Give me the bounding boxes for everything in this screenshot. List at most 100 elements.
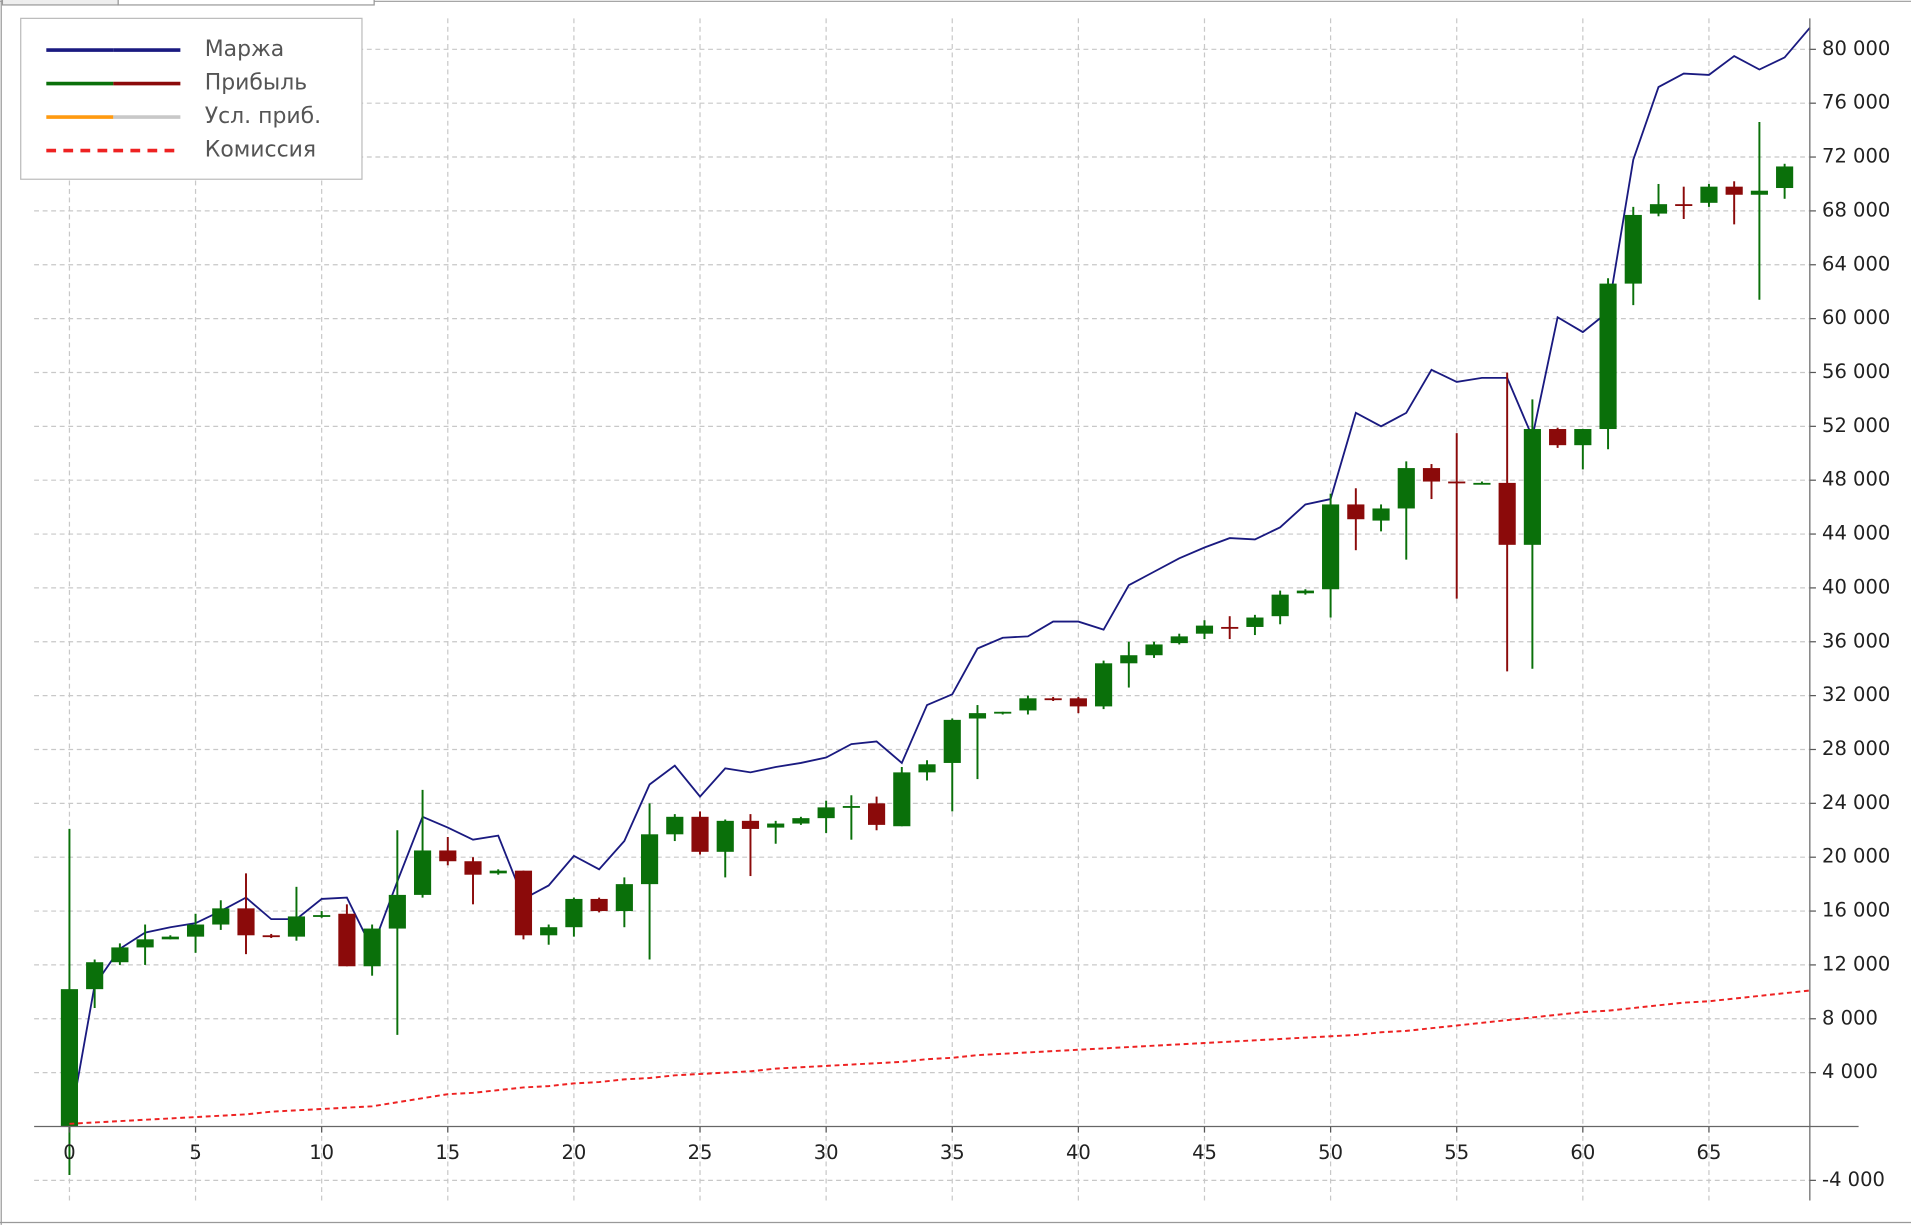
y-tick-label: 76 000	[1822, 91, 1890, 114]
y-tick-label: 36 000	[1822, 629, 1890, 652]
legend-label: Усл. приб.	[205, 104, 321, 129]
candle-body	[1246, 617, 1264, 627]
candle-body	[514, 870, 533, 936]
candle-body	[212, 908, 230, 925]
y-tick-label: 16 000	[1822, 899, 1890, 922]
candle-body	[1120, 655, 1138, 664]
tab[interactable]	[117, 0, 375, 6]
x-tick-label: 5	[189, 1141, 201, 1164]
x-tick-label: 20	[561, 1141, 586, 1164]
candle-body	[1549, 429, 1567, 446]
candle-body	[767, 823, 785, 828]
candle-body	[136, 939, 154, 948]
candle-body	[1372, 508, 1390, 521]
legend-box	[20, 17, 363, 180]
x-tick-label: 55	[1444, 1141, 1469, 1164]
plot-area	[60, 27, 1811, 1175]
y-tick-label: 40 000	[1822, 575, 1890, 598]
line	[69, 989, 1810, 1125]
tab[interactable]	[1, 0, 119, 6]
candle-body	[186, 924, 205, 937]
y-tick-label: 72 000	[1822, 145, 1890, 168]
candle-body	[615, 884, 633, 912]
candle-body	[792, 818, 810, 824]
y-tick-label: -4 000	[1822, 1168, 1885, 1191]
x-tick-label: 60	[1570, 1141, 1595, 1164]
candle-body	[1448, 481, 1466, 484]
grid	[34, 18, 1810, 1201]
candle-body	[1700, 186, 1718, 203]
candle-body	[817, 807, 835, 819]
x-tick-label: 40	[1066, 1141, 1091, 1164]
candle-body	[1498, 482, 1516, 545]
x-tick-label: 45	[1192, 1141, 1217, 1164]
candle-body	[1750, 190, 1768, 195]
candle-body	[60, 989, 79, 1127]
candle-body	[1170, 636, 1188, 644]
candle-body	[1776, 166, 1794, 189]
candle-body	[1145, 644, 1163, 656]
candle-body	[1069, 698, 1087, 707]
candle-body	[691, 816, 709, 852]
legend: Маржа Прибыль Усл. приб. Комиссия	[20, 17, 363, 180]
candle-body	[489, 870, 507, 874]
candle-body	[590, 898, 608, 912]
candle-body	[943, 719, 961, 763]
legend-label: Комиссия	[205, 138, 316, 163]
candle-body	[287, 916, 306, 937]
candle-body	[540, 927, 558, 936]
candle-body	[1322, 504, 1340, 590]
y-tick-label: 56 000	[1822, 360, 1890, 383]
candle-body	[1624, 214, 1642, 284]
candle-body	[1574, 429, 1592, 446]
candle-body	[640, 834, 659, 885]
x-tick-label: 35	[940, 1141, 965, 1164]
x-tick-label: 50	[1318, 1141, 1343, 1164]
x-tick-label: 15	[435, 1141, 460, 1164]
candle-body	[111, 947, 129, 963]
y-tick-label: 52 000	[1822, 414, 1890, 437]
candle-body	[968, 713, 987, 719]
candle-body	[1599, 283, 1617, 430]
x-tick-label: 30	[814, 1141, 839, 1164]
candle-body	[1397, 468, 1415, 509]
candle-body	[338, 913, 356, 967]
x-tick-label: 65	[1697, 1141, 1722, 1164]
candle-body	[1649, 204, 1668, 214]
candle-body	[464, 861, 482, 875]
legend-label: Маржа	[205, 37, 284, 62]
x-tick-label: 25	[688, 1141, 713, 1164]
y-tick-label: 8 000	[1822, 1006, 1878, 1029]
candle-body	[666, 816, 684, 835]
candle-body	[363, 928, 381, 967]
candle-body	[918, 764, 936, 773]
x-tick-label: 10	[309, 1141, 334, 1164]
candle-body	[262, 935, 280, 938]
axes: -4 000 4 000 8 000 12 000 16 000 20 000 24 000…	[34, 18, 1890, 1201]
candle-body	[439, 850, 457, 862]
candle-body	[86, 962, 104, 990]
line	[68, 27, 1811, 1127]
candle-body	[1019, 698, 1037, 711]
y-tick-label: 64 000	[1822, 252, 1890, 275]
candle-body	[413, 850, 432, 895]
candle-body	[161, 936, 179, 940]
candle-body	[1044, 698, 1062, 701]
y-tick-label: 4 000	[1822, 1060, 1878, 1083]
candle-body	[842, 806, 860, 808]
candle-body	[388, 894, 406, 929]
candle-body	[1725, 186, 1743, 195]
y-tick-label: 12 000	[1822, 952, 1890, 975]
candle-body	[1422, 468, 1441, 482]
candle-body	[994, 711, 1012, 714]
legend-label: Прибыль	[205, 71, 307, 96]
candle-body	[1271, 594, 1289, 617]
x-tick-label: 0	[63, 1141, 75, 1164]
y-tick-label: 68 000	[1822, 198, 1890, 221]
candle-body	[893, 772, 911, 827]
y-tick-label: 24 000	[1822, 791, 1890, 814]
candle-body	[1095, 663, 1113, 707]
candle-body	[1523, 429, 1541, 545]
y-tick-label: 80 000	[1822, 37, 1890, 60]
